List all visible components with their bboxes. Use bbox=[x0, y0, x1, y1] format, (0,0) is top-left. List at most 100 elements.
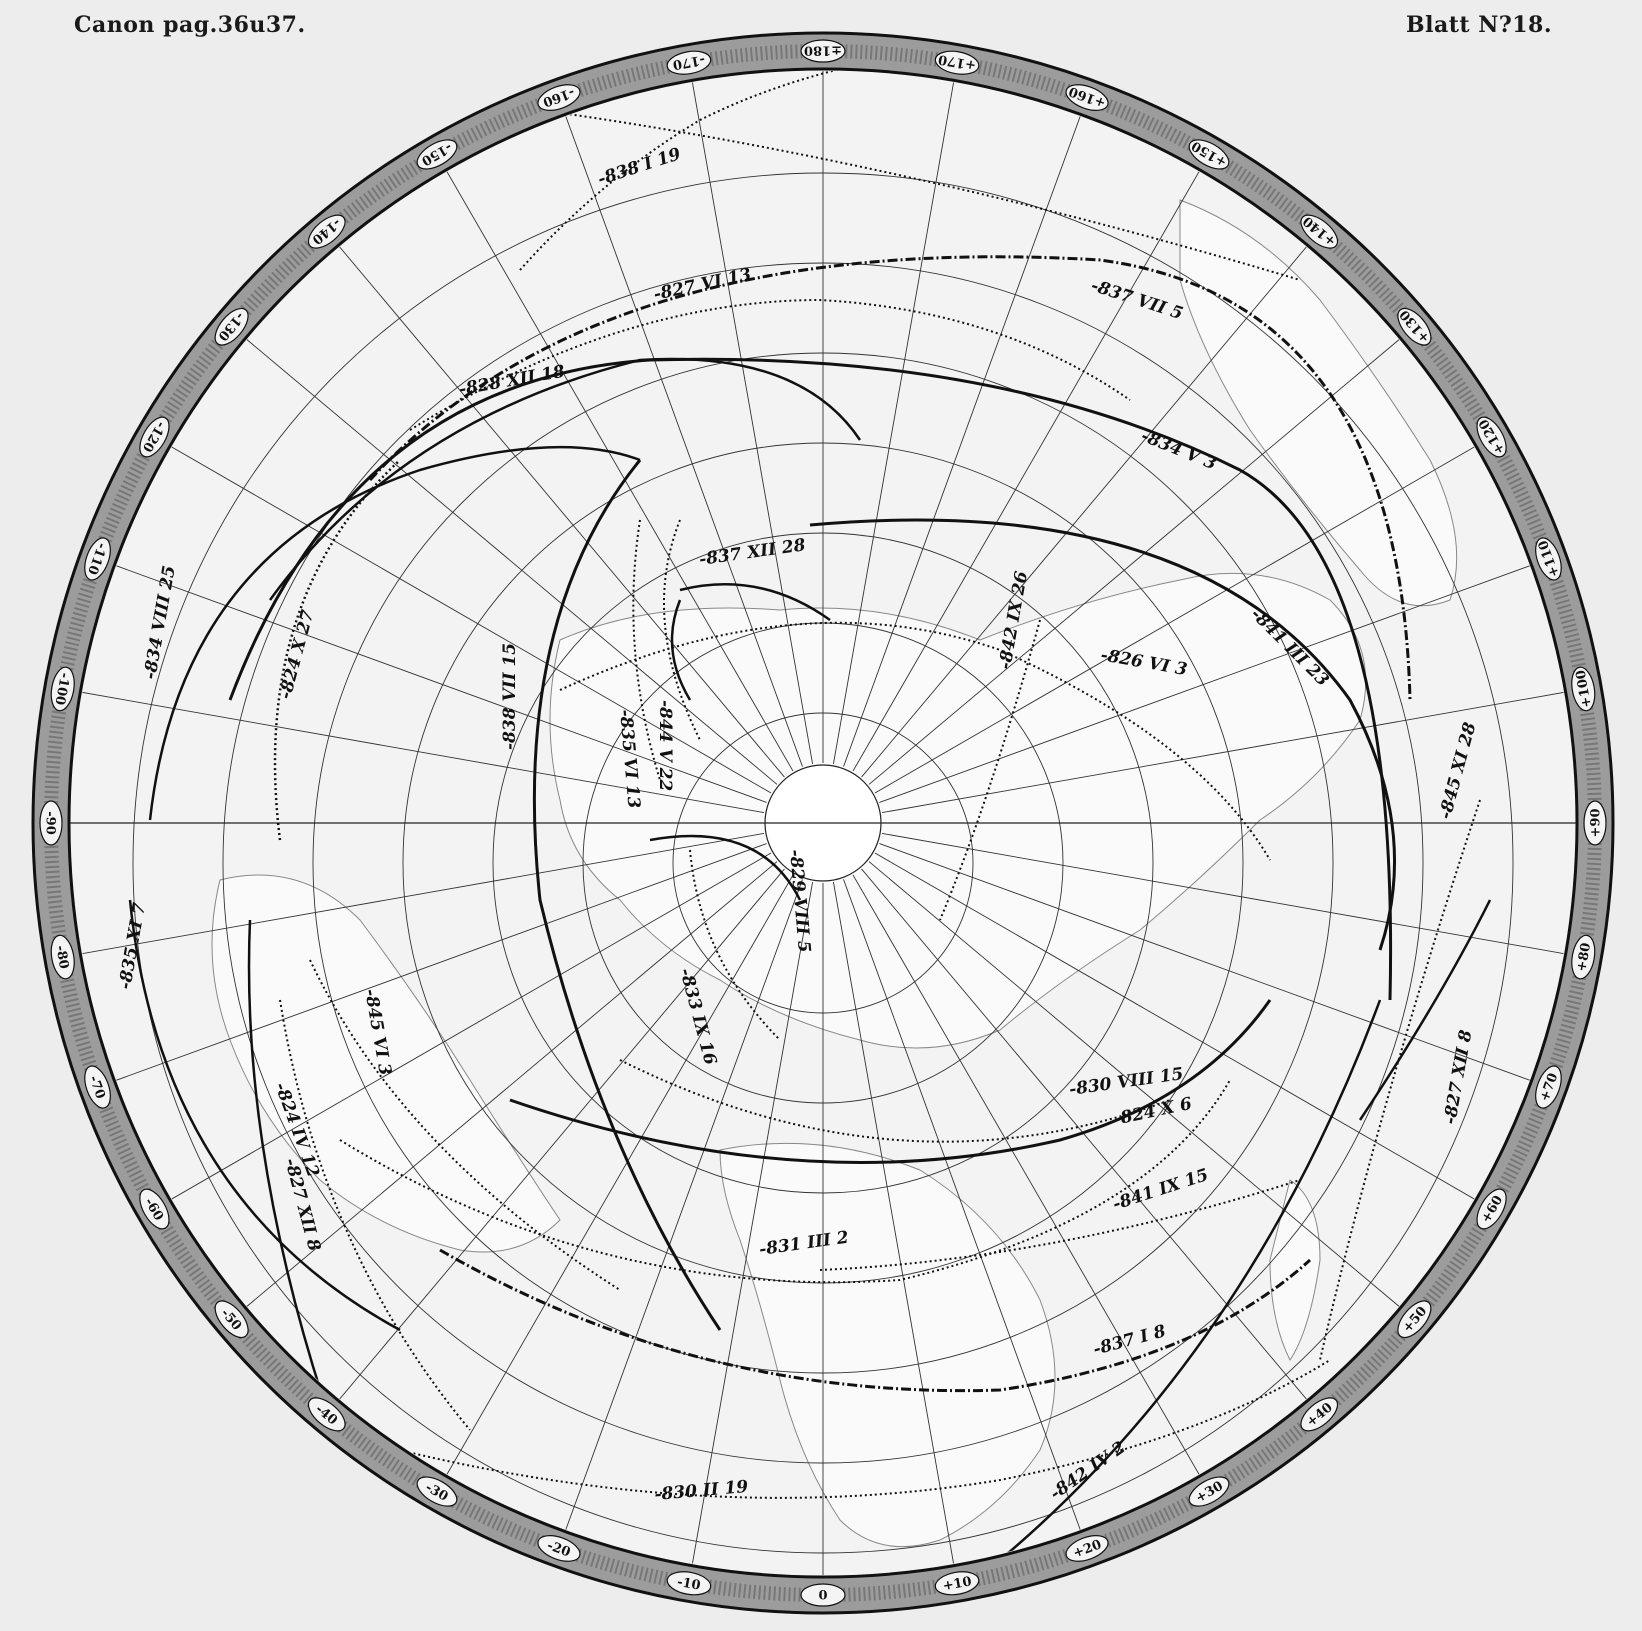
meridian-line bbox=[308, 209, 785, 778]
longitude-labels: 0+10+20+30+40+50+60+70+80+90+100+110+120… bbox=[39, 39, 1607, 1607]
eclipse-path-curve bbox=[532, 459, 722, 1331]
meridian-line bbox=[548, 879, 803, 1575]
meridian-line bbox=[832, 71, 963, 764]
eclipse-path-label: -844 V 22 bbox=[655, 700, 675, 791]
eclipse-path-curve bbox=[409, 298, 1131, 431]
meridian-line bbox=[882, 683, 1575, 814]
meridian-line bbox=[71, 548, 767, 803]
ring-label: 0 bbox=[800, 1583, 846, 1607]
meridian-line bbox=[852, 129, 1224, 772]
svg-text:-170: -170 bbox=[671, 52, 706, 72]
svg-text:+100: +100 bbox=[1574, 669, 1595, 709]
ring-label: +160 bbox=[1065, 83, 1109, 111]
ring-label: -80 bbox=[50, 934, 75, 980]
eclipse-path-curve bbox=[339, 1079, 1231, 1284]
meridian-line bbox=[71, 683, 764, 814]
eclipse-path-curve bbox=[1358, 899, 1492, 1121]
eclipse-path-curve bbox=[679, 583, 831, 622]
ring-label: -170 bbox=[666, 50, 712, 75]
eclipse-path-curve bbox=[268, 357, 862, 601]
meridian-line bbox=[874, 422, 1517, 794]
eclipse-path-curve bbox=[819, 1179, 1301, 1271]
eclipse-path-curve bbox=[439, 1248, 1312, 1393]
svg-text:-80: -80 bbox=[52, 944, 71, 970]
ring-label: +10 bbox=[934, 1571, 980, 1596]
eclipse-path-curve bbox=[649, 834, 802, 901]
eclipse-path-curve bbox=[809, 518, 1397, 951]
eclipse-path-curve bbox=[247, 919, 332, 1421]
canon-page-reference: Canon pag.36u37. bbox=[74, 12, 306, 38]
eclipse-path-curve bbox=[689, 849, 781, 1041]
meridian-line bbox=[843, 71, 1098, 767]
eclipse-path-curve bbox=[632, 519, 661, 781]
meridian-line bbox=[129, 422, 772, 794]
ring-label: +80 bbox=[1571, 934, 1596, 980]
svg-text:+10: +10 bbox=[942, 1574, 973, 1594]
ring-label: +20 bbox=[1065, 1535, 1109, 1562]
eclipse-path-curve bbox=[670, 599, 692, 701]
eclipse-paths bbox=[128, 71, 1492, 1561]
ring-label: ±180 bbox=[800, 39, 846, 63]
meridian-line bbox=[548, 71, 803, 767]
meridian-line bbox=[683, 71, 814, 764]
meridian-line bbox=[843, 879, 1098, 1575]
eclipse-path-label: -838 VII 15 bbox=[500, 643, 520, 750]
meridian-line bbox=[683, 882, 814, 1575]
eclipse-path-curve bbox=[1319, 799, 1481, 1361]
ring-label: +130 bbox=[1397, 307, 1433, 346]
meridian-line bbox=[882, 832, 1575, 963]
meridian-line bbox=[209, 861, 778, 1338]
eclipse-path-curve bbox=[128, 899, 401, 1332]
ring-label: +150 bbox=[1188, 138, 1230, 170]
meridian-line bbox=[868, 861, 1437, 1338]
ring-label: +100 bbox=[1571, 666, 1596, 712]
eclipse-path-curve bbox=[273, 459, 401, 841]
eclipse-path-curve bbox=[509, 999, 1272, 1164]
eclipse-path-curve bbox=[559, 621, 1271, 861]
eclipse-path-curve bbox=[939, 619, 1041, 921]
ring-label: +70 bbox=[1535, 1065, 1562, 1109]
ring-label: +90 bbox=[1583, 800, 1607, 846]
meridian-line bbox=[879, 548, 1575, 803]
ring-label: -20 bbox=[537, 1535, 581, 1562]
continents bbox=[211, 199, 1458, 1548]
svg-text:+90: +90 bbox=[1589, 809, 1604, 838]
meridian-line bbox=[422, 874, 794, 1517]
ring-label: -40 bbox=[307, 1397, 346, 1432]
svg-text:0: 0 bbox=[818, 1589, 827, 1604]
ring-label: -70 bbox=[84, 1065, 111, 1109]
ring-label: -10 bbox=[666, 1571, 712, 1596]
meridian-line bbox=[861, 209, 1338, 778]
svg-text:-100: -100 bbox=[52, 671, 72, 706]
eclipse-path-curve bbox=[619, 1059, 1171, 1143]
ring-label: -90 bbox=[39, 800, 63, 846]
svg-text:-10: -10 bbox=[676, 1575, 702, 1594]
meridian-line bbox=[879, 843, 1575, 1098]
sheet-number: Blatt N?18. bbox=[1406, 12, 1552, 38]
svg-text:±180: ±180 bbox=[804, 43, 842, 58]
meridian-line bbox=[209, 308, 778, 785]
ring-label: -100 bbox=[50, 666, 75, 712]
meridian-line bbox=[71, 832, 764, 963]
svg-text:+170: +170 bbox=[937, 51, 977, 72]
meridian-line bbox=[129, 852, 772, 1224]
svg-text:-90: -90 bbox=[43, 811, 58, 835]
meridian-line bbox=[852, 874, 1224, 1517]
meridian-line bbox=[874, 852, 1517, 1224]
eclipse-path-curve bbox=[539, 109, 1301, 281]
eclipse-path-curve bbox=[999, 999, 1382, 1561]
eclipse-path-curve bbox=[148, 445, 641, 821]
svg-text:+80: +80 bbox=[1574, 942, 1594, 973]
ring-label: +110 bbox=[1535, 537, 1563, 581]
eclipse-path-curve bbox=[309, 959, 621, 1291]
meridian-line bbox=[308, 868, 785, 1437]
graticule bbox=[71, 71, 1575, 1575]
eclipse-path-curve bbox=[663, 519, 701, 741]
meridian-line bbox=[868, 308, 1437, 785]
eclipse-path-curve bbox=[228, 357, 1393, 1001]
meridian-line bbox=[71, 843, 767, 1098]
ring-label: +170 bbox=[934, 50, 980, 75]
meridian-line bbox=[861, 868, 1338, 1437]
